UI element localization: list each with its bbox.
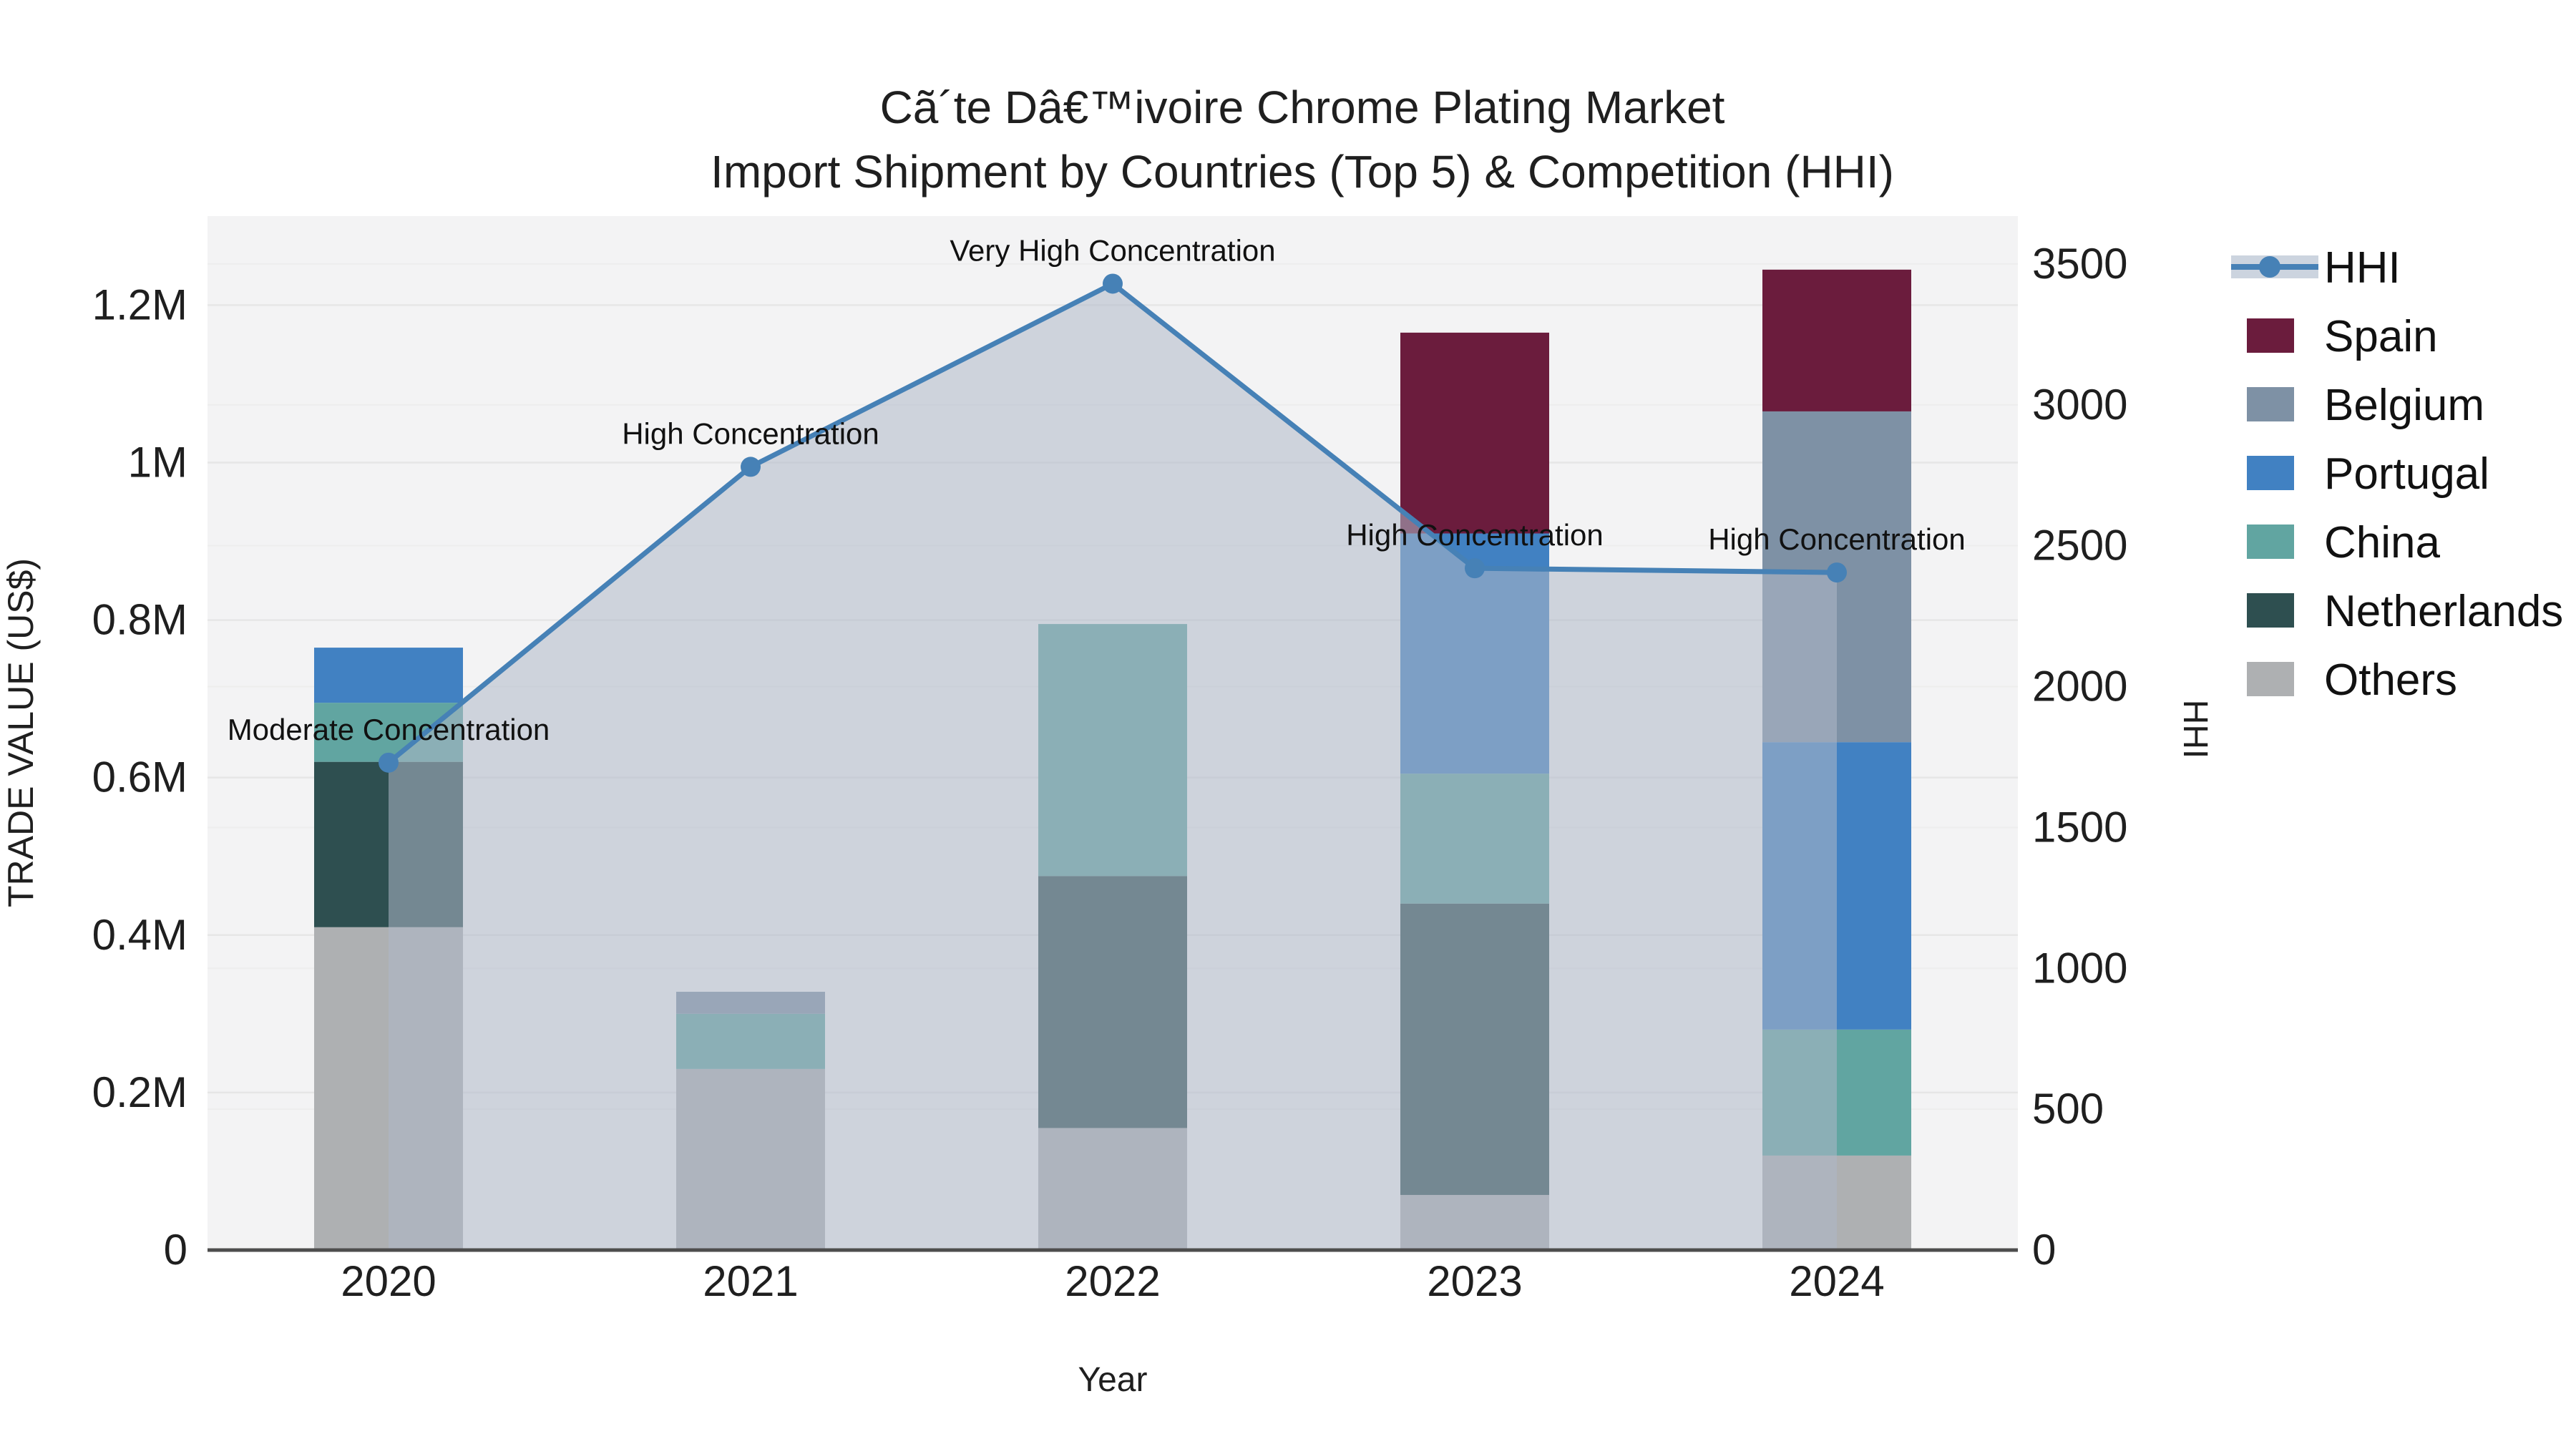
legend-label-belgium: Belgium [2324,381,2484,430]
y-right-tick-1500: 1500 [2032,803,2127,851]
hhi-marker-2022[interactable] [1103,273,1123,294]
legend-item-portugal[interactable]: Portugal [2247,449,2489,499]
legend-item-china[interactable]: China [2247,518,2441,567]
legend-item-others[interactable]: Others [2247,655,2457,705]
y-right-tick-0: 0 [2032,1226,2056,1274]
y-left-tick-1.2M: 1.2M [92,280,187,328]
bar-spain-2024[interactable] [1762,269,1911,411]
y-right-axis-title: HHI [2176,700,2214,759]
annotation-2024: High Concentration [1708,522,1966,556]
legend-item-belgium[interactable]: Belgium [2247,381,2484,430]
y-left-tick-0: 0 [164,1226,187,1274]
annotation-2023: High Concentration [1346,518,1604,552]
annotations: Moderate Concentration High Concentration… [228,233,1966,746]
chart-title-line1: Cã´te Dâ€™ivoire Chrome Plating Market [880,82,1725,133]
legend-swatch-spain [2247,318,2294,353]
x-axis-ticks: 2020 2021 2022 2023 2024 [341,1257,1884,1305]
x-tick-2020: 2020 [341,1257,436,1305]
y-right-tick-2000: 2000 [2032,663,2127,711]
y-left-tick-0.6M: 0.6M [92,753,187,801]
hhi-marker-2020[interactable] [379,752,399,773]
legend-swatch-others [2247,662,2294,696]
y-left-axis-title: TRADE VALUE (US$) [1,558,41,907]
y-left-tick-0.2M: 0.2M [92,1068,187,1116]
legend-item-spain[interactable]: Spain [2247,312,2438,361]
hhi-marker-2024[interactable] [1827,562,1847,583]
legend-swatch-belgium [2247,387,2294,421]
hhi-area [389,283,1837,1251]
hhi-marker-2023[interactable] [1465,558,1485,579]
x-tick-2022: 2022 [1065,1257,1160,1305]
legend-item-netherlands[interactable]: Netherlands [2247,587,2563,636]
legend-label-netherlands: Netherlands [2324,587,2563,636]
y-right-axis-ticks: 0 500 1000 1500 2000 2500 3000 3500 [2032,240,2127,1274]
chart-title-line2: Import Shipment by Countries (Top 5) & C… [711,146,1894,197]
legend-label-others: Others [2324,655,2457,705]
bar-spain-2023[interactable] [1400,332,1549,534]
y-right-tick-3000: 3000 [2032,381,2127,429]
annotation-2020: Moderate Concentration [228,713,550,746]
y-right-tick-500: 500 [2032,1085,2104,1133]
legend-label-portugal: Portugal [2324,449,2489,499]
legend-swatch-china [2247,525,2294,559]
hhi-area-fill [389,283,1837,1251]
annotation-2021: High Concentration [622,416,879,450]
y-left-tick-1M: 1M [128,438,187,486]
x-tick-2023: 2023 [1427,1257,1522,1305]
legend-label-hhi: HHI [2324,243,2401,293]
x-axis-title: Year [1078,1361,1148,1399]
legend-hhi-marker-icon [2259,256,2280,278]
hhi-line-group [379,273,1847,773]
y-right-tick-1000: 1000 [2032,944,2127,992]
y-right-tick-3500: 3500 [2032,240,2127,288]
legend-label-china: China [2324,518,2441,567]
legend-item-hhi[interactable]: HHI [2231,243,2401,293]
y-left-tick-0.8M: 0.8M [92,596,187,644]
legend-swatch-netherlands [2247,593,2294,628]
y-left-tick-0.4M: 0.4M [92,911,187,959]
x-tick-2024: 2024 [1789,1257,1884,1305]
x-tick-2021: 2021 [703,1257,798,1305]
annotation-2022: Very High Concentration [950,233,1275,267]
bar-portugal-2020[interactable] [314,648,463,703]
legend-label-spain: Spain [2324,312,2438,361]
hhi-marker-2021[interactable] [741,457,761,477]
y-right-tick-2500: 2500 [2032,522,2127,570]
y-left-axis-ticks: 0 0.2M 0.4M 0.6M 0.8M 1M 1.2M [92,280,187,1274]
legend-swatch-portugal [2247,456,2294,490]
legend: HHI Spain Belgium Portugal China Netherlands O… [2231,243,2563,705]
